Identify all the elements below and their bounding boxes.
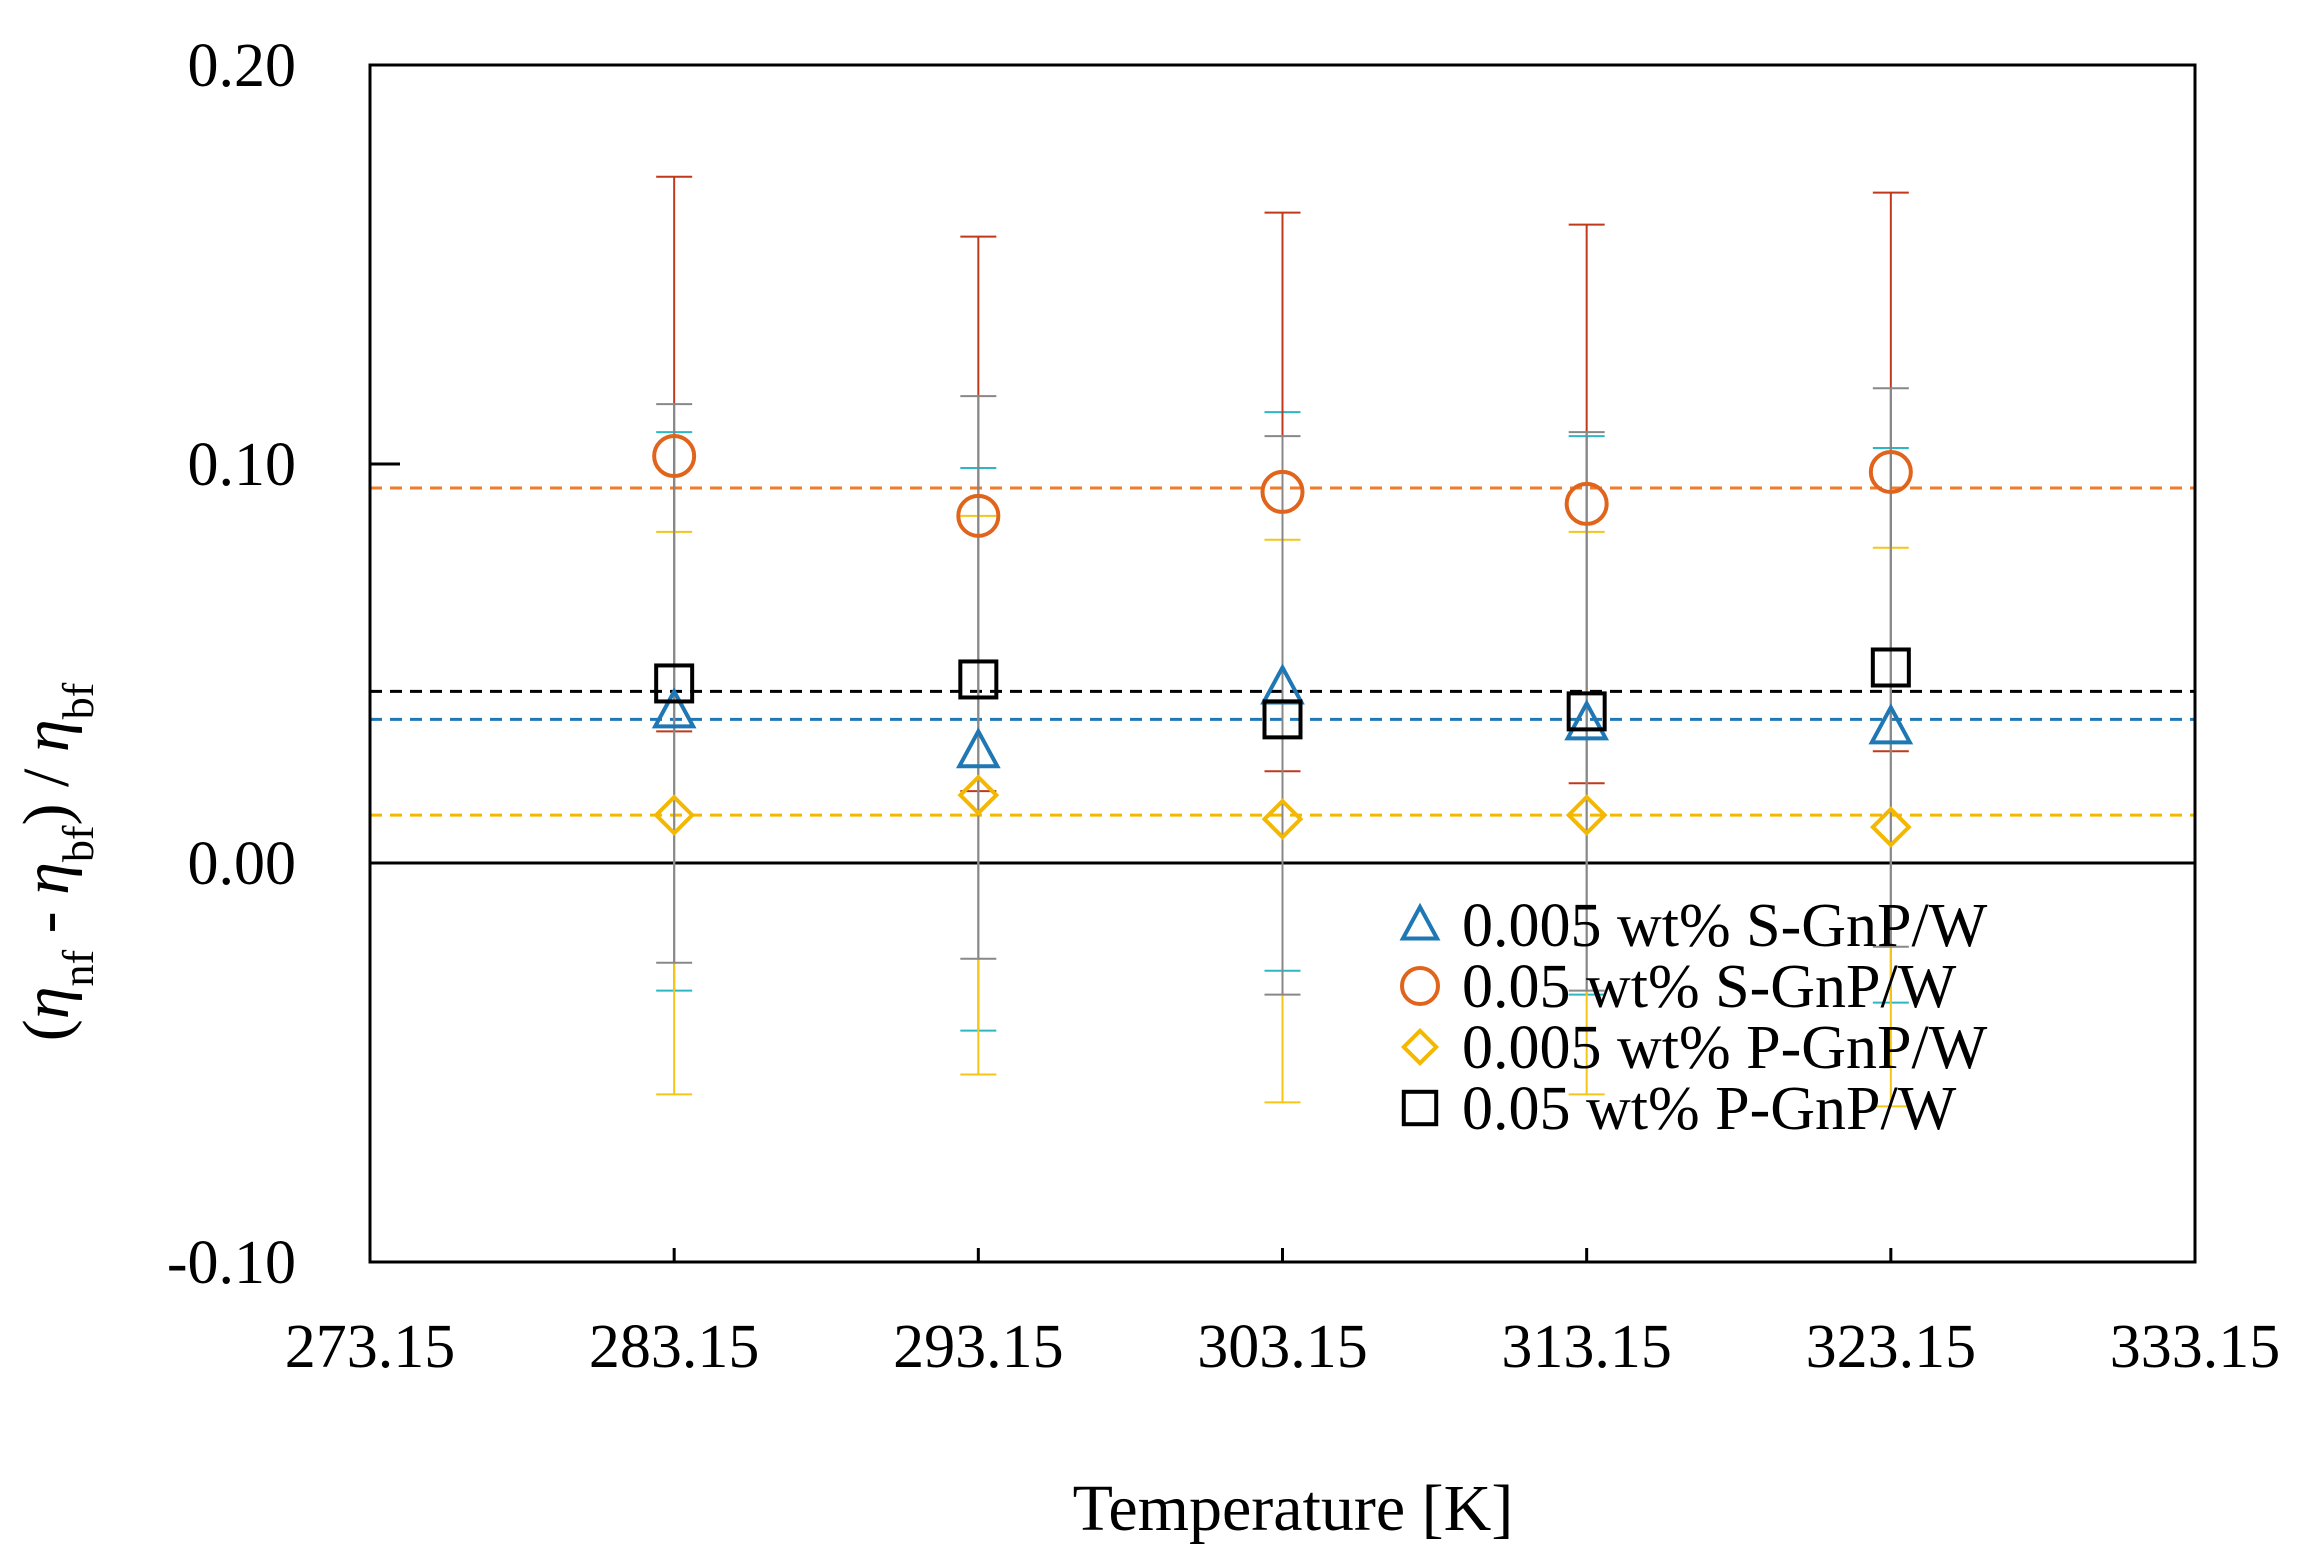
y-axis-title-eta-2: η [10, 862, 83, 895]
point-0-05-wt-p-gnp-w [958, 659, 999, 700]
y-axis-title-eta-3: η [10, 719, 83, 752]
point-0-005-wt-s-gnp-w [1564, 699, 1610, 741]
point-0-005-wt-p-gnp-w [957, 774, 1000, 816]
x-tick-labels-group: 273.15 283.15 293.15 303.15 313.15 323.15 333.… [285, 1313, 2281, 1381]
y-axis-title-eta-1: η [10, 987, 83, 1020]
legend-label-0-05-wt-s-gnp-w: 0.05 wt% S-GnP/W [1462, 953, 1957, 1021]
point-0-05-wt-s-gnp-w [956, 493, 1001, 538]
y-axis-title-minus: - [10, 895, 83, 950]
x-tick-label: 323.15 [1806, 1313, 1977, 1381]
y-tick-label: 0.20 [188, 32, 297, 100]
markers-group [651, 434, 1914, 848]
legend-label-0-05-wt-p-gnp-w: 0.05 wt% P-GnP/W [1462, 1075, 1957, 1143]
point-0-005-wt-p-gnp-w [1565, 794, 1608, 836]
point-0-05-wt-s-gnp-w [1564, 481, 1609, 526]
x-axis-title: Temperature [K] [1073, 1472, 1514, 1545]
point-0-05-wt-p-gnp-w [1566, 691, 1607, 732]
y-axis-title-sub-2: bf [54, 825, 103, 862]
y-tick-label: 0.00 [188, 830, 297, 898]
point-0-05-wt-s-gnp-w [652, 434, 697, 479]
point-0-05-wt-p-gnp-w [1262, 699, 1303, 740]
point-0-05-wt-p-gnp-w [1870, 647, 1911, 688]
y-axis-title: (ηnf - ηbf) / ηbf [10, 682, 103, 1041]
x-tick-label: 313.15 [1501, 1313, 1672, 1381]
legend-marker-0-005-wt-s-gnp-w [1399, 902, 1441, 941]
point-0-005-wt-p-gnp-w [1261, 798, 1304, 840]
point-0-005-wt-p-gnp-w [1870, 806, 1912, 848]
x-tick-label: 293.15 [893, 1313, 1064, 1381]
axis-ticks-group [368, 63, 2197, 1264]
x-tick-label: 283.15 [589, 1313, 760, 1381]
legend-marker-0-05-wt-p-gnp-w [1401, 1089, 1439, 1127]
legend-marker-0-05-wt-s-gnp-w [1400, 966, 1440, 1006]
point-0-005-wt-s-gnp-w [955, 727, 1001, 769]
point-0-05-wt-p-gnp-w [654, 663, 695, 704]
point-0-05-wt-s-gnp-w [1260, 469, 1305, 514]
legend-label-0-005-wt-p-gnp-w: 0.005 wt% P-GnP/W [1462, 1014, 1988, 1082]
y-axis-title-sub-3: bf [54, 682, 103, 719]
point-0-005-wt-s-gnp-w [1868, 703, 1914, 745]
x-tick-label: 273.15 [285, 1313, 456, 1381]
y-axis-title-sub-1: nf [54, 950, 103, 987]
legend: 0.005 wt% S-GnP/W0.05 wt% S-GnP/W0.005 w… [1399, 892, 1988, 1143]
y-axis-title-mid: ) / [10, 752, 83, 825]
point-0-05-wt-s-gnp-w [1868, 449, 1913, 494]
point-0-005-wt-s-gnp-w [651, 687, 697, 729]
legend-marker-0-005-wt-p-gnp-w [1400, 1027, 1440, 1067]
y-tick-label: 0.10 [188, 431, 297, 499]
y-axis-title-open: ( [10, 1019, 83, 1041]
y-tick-labels-group: 0.20 0.10 0.00 -0.10 [167, 32, 296, 1297]
legend-label-0-005-wt-s-gnp-w: 0.005 wt% S-GnP/W [1462, 892, 1988, 960]
x-tick-label: 333.15 [2110, 1313, 2281, 1381]
point-0-005-wt-p-gnp-w [653, 794, 695, 836]
y-tick-label: -0.10 [167, 1229, 296, 1297]
x-tick-label: 303.15 [1197, 1313, 1368, 1381]
